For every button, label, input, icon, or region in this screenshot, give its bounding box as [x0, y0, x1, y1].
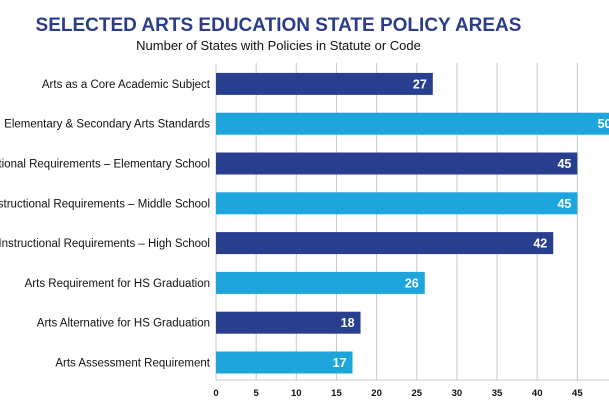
bar [216, 72, 433, 95]
category-label: Elementary & Secondary Arts Standards [4, 119, 210, 131]
data-label: 18 [341, 316, 355, 330]
bar [216, 232, 554, 255]
bar [216, 271, 425, 294]
chart-subtitle: Number of States with Policies in Statut… [136, 38, 421, 53]
x-tick-label: 10 [291, 388, 302, 399]
data-label: 42 [533, 237, 547, 251]
category-label: Arts Requirement for HS Graduation [25, 278, 210, 290]
data-label: 45 [557, 197, 571, 211]
data-label: 50 [598, 117, 609, 131]
x-tick-label: 5 [254, 388, 260, 399]
bar [216, 112, 609, 135]
category-label: Instructional Requirements – Elementary … [0, 159, 210, 171]
x-tick-label: 25 [411, 388, 422, 399]
bar [216, 192, 578, 215]
bar [216, 152, 578, 175]
x-tick-label: 30 [452, 388, 463, 399]
x-tick-label: 0 [213, 388, 218, 399]
data-label: 17 [333, 356, 347, 370]
x-tick-label: 40 [532, 388, 543, 399]
x-tick-label: 15 [331, 388, 342, 399]
category-label: Arts as a Core Academic Subject [42, 79, 211, 91]
chart-title: SELECTED ARTS EDUCATION STATE POLICY ARE… [35, 15, 522, 36]
data-label: 26 [405, 276, 419, 290]
bar [216, 351, 353, 374]
category-label: Arts Assessment Requirement [55, 358, 210, 370]
data-label: 27 [413, 77, 427, 91]
category-label: Instructional Requirements – High School [0, 238, 210, 250]
x-tick-label: 20 [371, 388, 382, 399]
x-tick-label: 35 [492, 388, 503, 399]
category-label: Arts Alternative for HS Graduation [37, 318, 210, 330]
bar [216, 311, 361, 334]
x-tick-label: 45 [572, 388, 583, 399]
category-label: Instructional Requirements – Middle Scho… [0, 198, 210, 210]
data-label: 45 [557, 157, 571, 171]
